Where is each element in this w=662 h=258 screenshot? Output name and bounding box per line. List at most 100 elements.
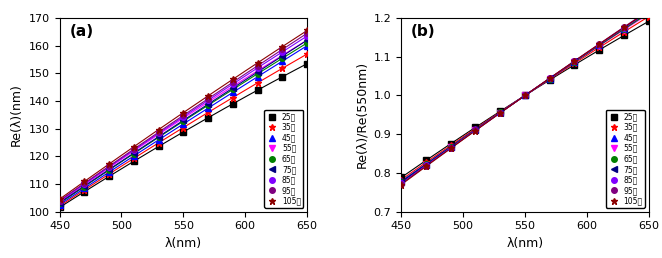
45도 [229, 91, 237, 94]
75도 [397, 181, 405, 184]
25도 [521, 94, 529, 97]
55도 [397, 182, 405, 185]
Legend: 25도, 35도, 45도, 55도, 65도, 75도, 85도, 95도, 105도: 25도, 35도, 45도, 55도, 65도, 75도, 85도, 95도, … [606, 110, 645, 208]
25도 [571, 63, 579, 66]
85도 [179, 115, 187, 118]
55도 [204, 101, 212, 104]
35도 [279, 67, 287, 70]
Line: 105도: 105도 [398, 7, 652, 188]
65도 [471, 128, 479, 131]
25도 [155, 145, 163, 148]
75도 [447, 146, 455, 149]
85도 [303, 35, 311, 38]
25도 [80, 190, 88, 193]
Line: 95도: 95도 [399, 7, 651, 187]
55도 [80, 183, 88, 186]
55도 [229, 85, 237, 88]
75도 [303, 39, 311, 42]
45도 [204, 107, 212, 110]
105도 [595, 43, 603, 46]
Line: 25도: 25도 [57, 61, 310, 210]
45도 [303, 44, 311, 47]
25도 [595, 49, 603, 52]
95도 [571, 59, 579, 62]
35도 [422, 161, 430, 164]
85도 [447, 146, 455, 149]
85도 [471, 129, 479, 132]
Line: 55도: 55도 [57, 37, 310, 205]
55도 [254, 69, 261, 72]
65도 [496, 111, 504, 114]
85도 [496, 111, 504, 114]
75도 [545, 77, 553, 80]
105도 [397, 183, 405, 186]
75도 [130, 151, 138, 155]
45도 [645, 11, 653, 14]
95도 [130, 148, 138, 151]
75도 [521, 94, 529, 97]
55도 [545, 77, 553, 80]
25도 [645, 20, 653, 23]
25도 [496, 110, 504, 113]
105도 [229, 78, 237, 81]
55도 [471, 128, 479, 131]
65도 [56, 202, 64, 205]
25도 [545, 78, 553, 82]
95도 [496, 111, 504, 115]
95도 [303, 32, 311, 35]
85도 [155, 132, 163, 135]
95도 [179, 114, 187, 117]
75도 [645, 10, 653, 13]
105도 [571, 60, 579, 63]
65도 [254, 72, 261, 75]
85도 [571, 60, 579, 63]
105도 [422, 165, 430, 168]
35도 [620, 30, 628, 34]
45도 [571, 60, 579, 63]
Line: 35도: 35도 [56, 51, 310, 209]
35도 [229, 96, 237, 99]
105도 [105, 163, 113, 166]
35도 [303, 52, 311, 55]
95도 [279, 48, 287, 51]
65도 [521, 94, 529, 97]
Line: 75도: 75도 [399, 8, 651, 185]
75도 [179, 119, 187, 122]
75도 [80, 184, 88, 188]
105도 [279, 45, 287, 48]
95도 [422, 164, 430, 167]
25도 [254, 88, 261, 92]
75도 [254, 70, 261, 74]
55도 [595, 44, 603, 47]
25도 [204, 116, 212, 119]
55도 [155, 133, 163, 136]
95도 [521, 94, 529, 97]
65도 [303, 41, 311, 44]
45도 [254, 75, 261, 78]
65도 [595, 44, 603, 47]
75도 [279, 54, 287, 58]
105도 [620, 26, 628, 29]
55도 [496, 111, 504, 114]
95도 [80, 182, 88, 185]
95도 [229, 80, 237, 84]
35도 [80, 188, 88, 191]
85도 [229, 83, 237, 86]
45도 [447, 145, 455, 148]
25도 [471, 126, 479, 129]
65도 [571, 60, 579, 63]
35도 [496, 110, 504, 114]
65도 [447, 146, 455, 149]
25도 [397, 176, 405, 179]
85도 [130, 149, 138, 152]
55도 [620, 28, 628, 31]
25도 [130, 160, 138, 163]
35도 [179, 126, 187, 129]
95도 [56, 199, 64, 202]
Y-axis label: Re(λ)/Re(550nm): Re(λ)/Re(550nm) [355, 61, 368, 168]
45도 [422, 162, 430, 165]
105도 [645, 9, 653, 12]
95도 [397, 182, 405, 186]
35도 [105, 173, 113, 176]
Line: 25도: 25도 [399, 19, 651, 180]
